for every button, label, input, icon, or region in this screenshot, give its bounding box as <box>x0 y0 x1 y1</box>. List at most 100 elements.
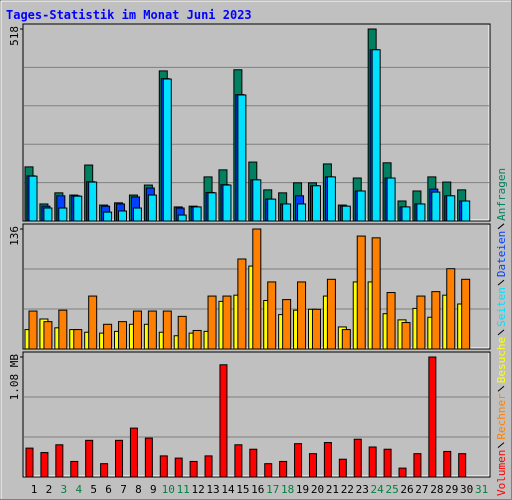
bar <box>294 443 303 478</box>
x-tick-label: 26 <box>400 483 413 496</box>
bar <box>252 179 262 222</box>
bar <box>308 453 317 478</box>
bar <box>118 210 128 222</box>
bar <box>237 258 247 350</box>
bar <box>401 206 411 222</box>
x-tick-label: 11 <box>177 483 190 496</box>
x-tick-label: 18 <box>281 483 294 496</box>
x-tick-label: 17 <box>266 483 279 496</box>
bar <box>204 455 213 478</box>
bar <box>311 185 321 222</box>
bar <box>326 278 336 350</box>
x-tick-label: 7 <box>120 483 127 496</box>
bar <box>368 446 377 478</box>
x-tick-label: 8 <box>135 483 142 496</box>
x-tick-label: 27 <box>415 483 428 496</box>
bar <box>118 321 128 350</box>
x-tick-label: 12 <box>191 483 204 496</box>
bar <box>177 315 187 350</box>
y-tick-label: 1.08 MB <box>8 354 21 401</box>
x-tick-label: 14 <box>221 483 235 496</box>
bar <box>25 447 34 478</box>
bar <box>431 191 441 222</box>
bar <box>252 228 262 350</box>
legend-label: Seiten <box>495 287 508 327</box>
legend-separator <box>497 223 505 230</box>
bar <box>371 49 381 222</box>
chart-title: Tages-Statistik im Monat Juni 2023 <box>6 8 252 22</box>
bar <box>401 322 411 350</box>
bar <box>398 467 407 478</box>
x-tick-label: 9 <box>150 483 157 496</box>
bar <box>249 448 258 478</box>
bar <box>341 205 351 222</box>
bar <box>177 214 187 222</box>
bar <box>28 310 38 350</box>
bar <box>297 203 307 222</box>
bar <box>147 194 157 222</box>
bar <box>311 308 321 350</box>
bar <box>416 203 426 222</box>
bar <box>353 438 362 478</box>
x-tick-label: 1 <box>31 483 38 496</box>
bar <box>129 427 138 478</box>
x-tick-label: 22 <box>341 483 354 496</box>
bar <box>323 442 332 478</box>
bar <box>85 439 94 478</box>
y-tick-label: 518 <box>8 26 21 46</box>
bar <box>147 310 157 350</box>
bar <box>413 453 422 478</box>
x-tick-label: 19 <box>296 483 309 496</box>
bar <box>207 192 217 222</box>
bar <box>416 295 426 350</box>
x-tick-label: 3 <box>61 483 68 496</box>
x-tick-label: 13 <box>206 483 219 496</box>
legend-label: Dateien <box>495 231 508 277</box>
bar <box>88 295 98 350</box>
bar <box>192 329 202 350</box>
x-tick-label: 20 <box>311 483 324 496</box>
bar <box>162 310 172 350</box>
bar <box>144 437 153 478</box>
bar <box>192 206 202 222</box>
x-tick-label: 23 <box>356 483 369 496</box>
bar <box>28 175 38 222</box>
bar <box>297 281 307 350</box>
bar <box>428 356 437 478</box>
legend-separator <box>497 442 505 449</box>
x-tick-label: 21 <box>326 483 339 496</box>
legend-separator <box>497 385 505 392</box>
bar <box>267 281 277 350</box>
x-tick-label: 28 <box>430 483 443 496</box>
bar <box>103 211 113 222</box>
bar <box>386 177 396 222</box>
x-tick-label: 29 <box>445 483 458 496</box>
bar <box>100 463 109 478</box>
bar <box>58 309 68 350</box>
bar <box>461 200 471 222</box>
bar <box>234 444 243 478</box>
bar <box>386 292 396 350</box>
bar <box>132 310 142 350</box>
bar <box>174 457 183 478</box>
x-tick-label: 4 <box>75 483 82 496</box>
bar <box>356 190 366 222</box>
x-tick-label: 15 <box>236 483 249 496</box>
legend-label: Rechner <box>495 393 508 440</box>
bar <box>219 364 228 478</box>
bar <box>267 198 277 222</box>
bar <box>222 295 232 350</box>
bar <box>356 235 366 350</box>
legend-label: Anfragen <box>495 168 508 221</box>
bar <box>70 460 79 478</box>
x-tick-label: 31 <box>475 483 488 496</box>
bar <box>73 329 83 350</box>
legend-separator <box>497 329 505 336</box>
bar <box>43 207 53 222</box>
bar <box>103 323 113 350</box>
x-tick-label: 10 <box>162 483 175 496</box>
legend-separator <box>497 279 505 286</box>
x-tick-label: 2 <box>46 483 53 496</box>
bar <box>282 299 292 350</box>
